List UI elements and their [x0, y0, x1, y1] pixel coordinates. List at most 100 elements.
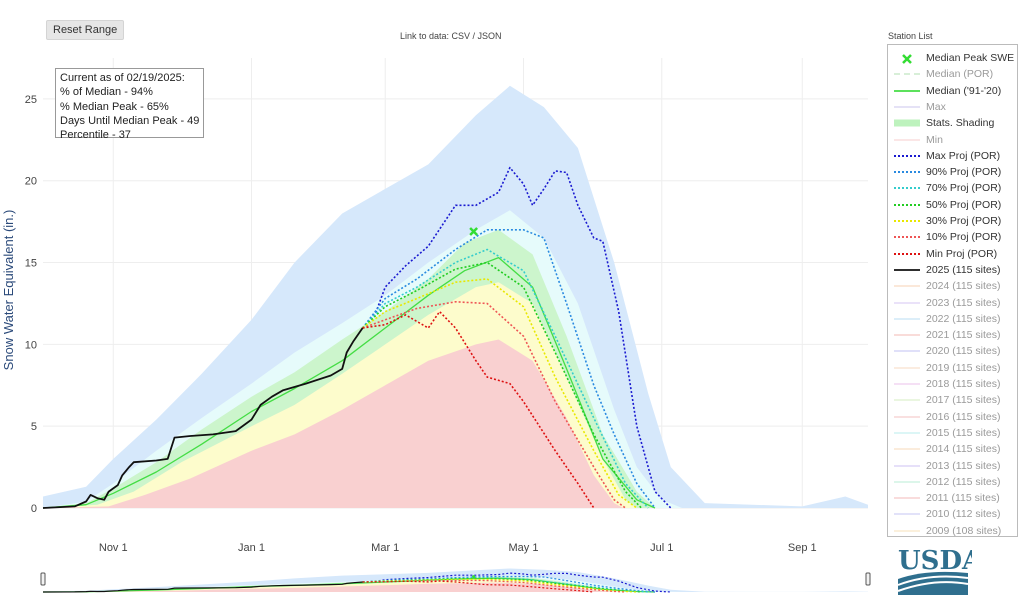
- y-tick-label: 5: [31, 421, 37, 433]
- range-series: [362, 578, 637, 593]
- legend-item[interactable]: Stats. Shading: [888, 115, 1017, 131]
- y-tick-label: 0: [31, 503, 37, 515]
- legend-swatch: [894, 171, 920, 174]
- series-median-91-20-: [42, 256, 656, 509]
- range-slider[interactable]: [40, 567, 871, 593]
- x-tick-label: Nov 1: [99, 542, 128, 554]
- legend-item[interactable]: Median (POR): [888, 66, 1017, 82]
- legend-label: Stats. Shading: [926, 117, 995, 130]
- legend-label: 2025 (115 sites): [926, 263, 1001, 276]
- station-list-title: Station List: [888, 31, 933, 41]
- info-line-median-peak: % Median Peak - 65%: [60, 100, 169, 113]
- legend-item[interactable]: 2015 (115 sites): [888, 425, 1017, 441]
- legend-label: Max: [926, 100, 946, 113]
- stat-bands: [43, 85, 868, 509]
- legend-swatch: [894, 480, 920, 483]
- legend-label: Min Proj (POR): [926, 247, 998, 260]
- legend-label: 2018 (115 sites): [926, 378, 1001, 390]
- legend-item[interactable]: 2016 (115 sites): [888, 409, 1017, 425]
- legend-label: Median (POR): [926, 68, 994, 81]
- legend-label: 2020 (115 sites): [926, 345, 1001, 358]
- legend-item[interactable]: 2019 (115 sites): [888, 360, 1017, 376]
- usda-logo-text: USDA: [898, 547, 972, 576]
- legend-item[interactable]: 10% Proj (POR): [888, 229, 1017, 245]
- legend-item[interactable]: 2023 (115 sites): [888, 295, 1017, 311]
- legend-swatch: [894, 252, 920, 255]
- legend-swatch: [894, 236, 920, 239]
- range-handle-right[interactable]: [865, 572, 871, 586]
- legend-item[interactable]: 2013 (115 sites): [888, 458, 1017, 474]
- legend-item[interactable]: Max Proj (POR): [888, 148, 1017, 164]
- legend-item[interactable]: 2024 (115 sites): [888, 278, 1017, 294]
- legend-label: 30% Proj (POR): [926, 215, 1002, 227]
- legend-item[interactable]: 2020 (115 sites): [888, 343, 1017, 359]
- legend-label: Max Proj (POR): [926, 149, 1001, 162]
- series-50-proj-por-: [362, 261, 642, 509]
- legend-item[interactable]: 2022 (115 sites): [888, 311, 1017, 327]
- range-series: [362, 580, 594, 593]
- legend-item[interactable]: 2014 (115 sites): [888, 441, 1017, 457]
- legend: Median Peak SWE Median (POR) Median ('91-'…: [887, 44, 1018, 537]
- reset-range-button[interactable]: Reset Range: [46, 20, 125, 40]
- legend-swatch: [894, 334, 920, 336]
- legend-item[interactable]: Max: [888, 99, 1017, 115]
- legend-item[interactable]: 2018 (115 sites): [888, 376, 1017, 392]
- legend-item[interactable]: Median ('91-'20): [888, 83, 1017, 99]
- legend-swatch: [894, 301, 920, 304]
- legend-label: 2011 (115 sites): [926, 492, 1000, 505]
- y-tick-label: 10: [25, 339, 37, 351]
- range-handle-left[interactable]: [40, 572, 46, 586]
- legend-label: 2014 (115 sites): [926, 443, 1001, 456]
- legend-item[interactable]: 2025 (115 sites): [888, 262, 1017, 278]
- legend-swatch: [894, 350, 920, 353]
- info-line-days: Days Until Median Peak - 49: [60, 114, 200, 127]
- legend-label: 50% Proj (POR): [926, 198, 1002, 211]
- legend-swatch: [894, 105, 920, 108]
- legend-item[interactable]: 70% Proj (POR): [888, 180, 1017, 196]
- legend-item[interactable]: 90% Proj (POR): [888, 164, 1017, 180]
- y-tick-label: 20: [25, 176, 37, 188]
- data-link[interactable]: Link to data: CSV / JSON: [400, 31, 502, 41]
- legend-swatch: [894, 285, 920, 288]
- legend-swatch: [902, 54, 912, 64]
- series-90-proj-por-: [361, 229, 656, 509]
- legend-swatch: [894, 415, 920, 418]
- legend-swatch: [894, 187, 920, 190]
- legend-label: Min: [926, 133, 943, 146]
- legend-item[interactable]: Median Peak SWE: [888, 50, 1017, 66]
- range-series: [362, 579, 626, 593]
- legend-swatch: [894, 220, 920, 222]
- range-band: [43, 582, 624, 592]
- series-2025-115-sites-: [42, 327, 364, 509]
- legend-item[interactable]: 2009 (108 sites): [888, 523, 1017, 539]
- legend-swatch: [894, 119, 920, 127]
- legend-item[interactable]: Min Proj (POR): [888, 246, 1017, 262]
- legend-item[interactable]: 2011 (115 sites): [888, 490, 1017, 506]
- range-series: [42, 581, 363, 593]
- legend-swatch: [894, 513, 920, 516]
- legend-item[interactable]: 2010 (112 sites): [888, 506, 1017, 522]
- legend-swatch: [894, 448, 920, 451]
- legend-item[interactable]: 2012 (115 sites): [888, 474, 1017, 490]
- legend-swatch: [894, 89, 920, 92]
- status-info-box: Current as of 02/19/2025: % of Median - …: [55, 68, 204, 141]
- legend-item[interactable]: 30% Proj (POR): [888, 213, 1017, 229]
- legend-swatch: [894, 497, 920, 499]
- legend-label: 2023 (115 sites): [926, 296, 1001, 309]
- legend-label: Median Peak SWE: [926, 52, 1015, 64]
- legend-label: 2009 (108 sites): [926, 524, 1002, 537]
- legend-item[interactable]: 50% Proj (POR): [888, 197, 1017, 213]
- series-lines: [42, 166, 672, 509]
- legend-item[interactable]: 2021 (115 sites): [888, 327, 1017, 343]
- legend-item[interactable]: 2017 (115 sites): [888, 392, 1017, 408]
- legend-label: 2010 (112 sites): [926, 508, 1001, 521]
- legend-label: 70% Proj (POR): [926, 182, 1002, 195]
- series-30-proj-por-: [362, 278, 638, 509]
- x-tick-label: Jan 1: [238, 542, 265, 554]
- legend-item[interactable]: Min: [888, 132, 1017, 148]
- legend-label: 2017 (115 sites): [926, 394, 1001, 407]
- axes: 0 5 10 15 20 25 Nov 1 Jan 1 Mar 1 May 1 Jul 1 Sep 1: [25, 94, 817, 554]
- median-peak-marker: [469, 227, 479, 236]
- usda-logo: USDA: [897, 547, 972, 595]
